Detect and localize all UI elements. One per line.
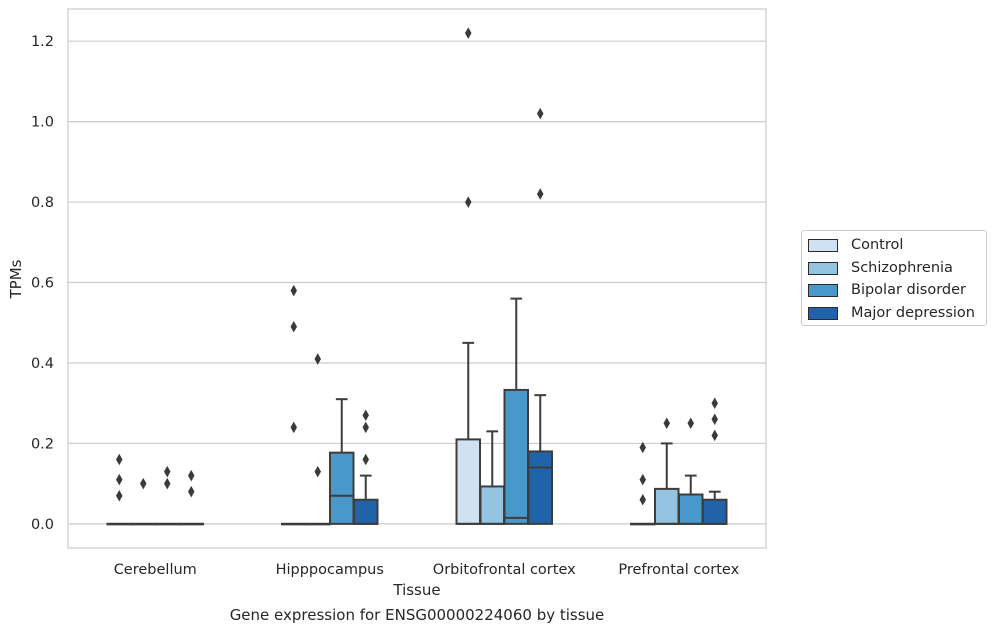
legend-swatch-schizophrenia [808, 261, 838, 275]
outlier-point [711, 429, 718, 442]
y-tick-label: 0.2 [31, 436, 54, 452]
outlier-point [290, 421, 298, 434]
outlier-point [116, 473, 123, 486]
outlier-point [314, 353, 322, 365]
box-body [653, 487, 680, 525]
plot-frame [67, 8, 767, 549]
y-tick-labels: 0.0 0.2 0.4 0.6 0.8 1.0 1.2 [31, 34, 54, 533]
legend-swatch-control [808, 238, 838, 252]
box-body [503, 388, 530, 525]
y-tick-label: 1.2 [31, 34, 54, 50]
box-plot-box [106, 453, 133, 526]
outlier-point [362, 409, 369, 422]
legend: Control Schizophrenia Bipolar disorder M… [801, 230, 987, 326]
box-plot-box [352, 409, 379, 525]
x-tick-label: Cerebellum [114, 562, 197, 578]
y-tick-label: 0.4 [31, 356, 54, 372]
y-tick-label: 0.0 [31, 517, 54, 533]
outlier-point [116, 453, 123, 466]
x-tick-label: Hipppocampus [276, 562, 384, 578]
outlier-point [663, 417, 671, 430]
outlier-point [362, 453, 369, 466]
box-plot-box [281, 284, 307, 526]
legend-label-control: Control [851, 237, 904, 253]
box-body [677, 493, 704, 525]
box-body [352, 498, 379, 525]
outlier-point [290, 321, 298, 333]
y-tick-label: 1.0 [31, 115, 54, 131]
x-axis-label: Tissue [392, 581, 440, 599]
box-body [328, 451, 355, 525]
legend-swatch-bipolar-disorder [808, 283, 838, 297]
outlier-point [711, 413, 718, 426]
grid-lines [68, 40, 766, 525]
box-body [455, 438, 482, 525]
outlier-point [163, 477, 171, 490]
x-tick-label: Orbitofrontal cortex [433, 562, 576, 578]
x-tick-labels: Cerebellum Hipppocampus Orbitofrontal cort… [114, 562, 740, 578]
outlier-point [639, 473, 647, 486]
box-plot-box [304, 353, 331, 526]
chart-caption: Gene expression for ENSG00000224060 by t… [229, 606, 605, 624]
outlier-point [465, 27, 472, 39]
outlier-point [163, 465, 171, 478]
box-plot-box [455, 27, 482, 525]
outlier-point [187, 485, 195, 498]
box-body [479, 485, 506, 525]
outlier-point [639, 441, 647, 454]
box-plot-box [328, 398, 355, 525]
box-plot-box [653, 417, 680, 525]
legend-item-control: Control [808, 236, 903, 254]
outlier-point [140, 477, 147, 490]
outlier-point [687, 417, 694, 430]
y-tick-label: 0.6 [31, 276, 54, 292]
box-plot-box [479, 430, 506, 525]
legend-item-schizophrenia: Schizophrenia [808, 259, 953, 277]
legend-swatch-major-depression [808, 306, 838, 320]
legend-label-schizophrenia: Schizophrenia [851, 260, 953, 276]
legend-label-major-depression: Major depression [851, 305, 975, 321]
outlier-point [290, 284, 298, 297]
outlier-point [536, 107, 544, 120]
outlier-point [187, 469, 195, 482]
y-axis-label: TPMs [7, 259, 25, 299]
y-tick-label: 0.8 [31, 195, 54, 211]
box-plot-box [178, 469, 204, 526]
outlier-point [639, 493, 647, 506]
box-plot-box [701, 397, 728, 525]
outlier-point [465, 196, 472, 208]
x-tick-label: Prefrontal cortex [618, 562, 739, 578]
box-body [527, 450, 553, 525]
box-plot-box [630, 441, 656, 526]
outlier-point [536, 188, 544, 200]
outlier-point [314, 465, 322, 478]
legend-item-bipolar-disorder: Bipolar disorder [808, 281, 966, 299]
outlier-point [711, 397, 718, 409]
box-plot-marks [106, 27, 728, 526]
box-body [701, 498, 728, 525]
legend-label-bipolar-disorder: Bipolar disorder [851, 282, 966, 298]
outlier-point [362, 421, 369, 434]
legend-item-major-depression: Major depression [808, 304, 975, 322]
outlier-point [116, 489, 123, 502]
box-plot-box [503, 297, 530, 525]
box-plot-box [154, 465, 181, 526]
box-plot-box [527, 107, 553, 525]
box-plot-box [677, 417, 704, 525]
box-plot-box [130, 477, 157, 526]
